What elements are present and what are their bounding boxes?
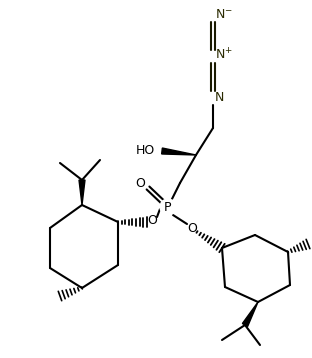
Circle shape (160, 199, 176, 215)
Text: P: P (164, 200, 172, 213)
Text: HO: HO (136, 144, 155, 156)
Text: O: O (147, 213, 157, 227)
Text: N$^{-}$: N$^{-}$ (215, 8, 233, 20)
Polygon shape (162, 148, 196, 155)
Polygon shape (242, 302, 258, 326)
Text: N$^{+}$: N$^{+}$ (215, 47, 233, 63)
Text: N: N (215, 91, 224, 103)
Text: O: O (135, 176, 145, 189)
Polygon shape (79, 180, 85, 205)
Text: O: O (187, 222, 197, 234)
